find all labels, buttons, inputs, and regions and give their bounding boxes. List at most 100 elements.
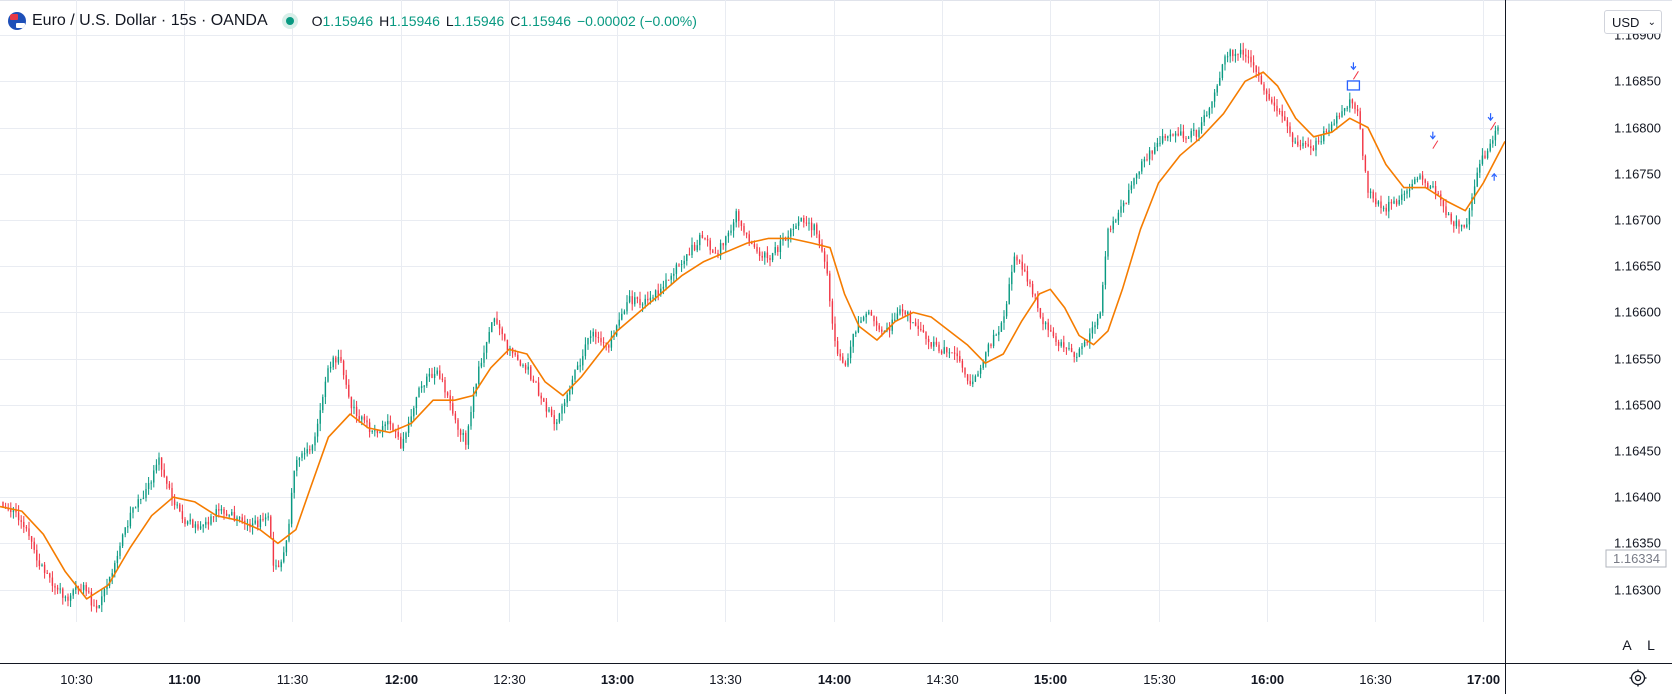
candle-body bbox=[738, 211, 740, 221]
candle-body bbox=[262, 518, 264, 520]
candle-body bbox=[953, 352, 956, 354]
candle-body bbox=[597, 337, 600, 339]
candle bbox=[186, 520, 189, 526]
time-tick-label: 12:00 bbox=[385, 672, 418, 687]
candle bbox=[389, 415, 392, 431]
candle-body bbox=[935, 341, 938, 345]
candle bbox=[1102, 281, 1104, 316]
price-tick-label: 1.16450 bbox=[1614, 444, 1661, 459]
candle bbox=[405, 431, 407, 443]
candle-body bbox=[1284, 116, 1286, 121]
candle bbox=[1141, 158, 1143, 175]
candle bbox=[264, 513, 267, 527]
candle-body bbox=[290, 492, 293, 524]
candle-body bbox=[1325, 131, 1328, 133]
candle-body bbox=[1297, 141, 1299, 146]
candle-body bbox=[1224, 56, 1226, 65]
candle bbox=[870, 309, 873, 316]
candle-body bbox=[288, 523, 290, 541]
candle-body bbox=[1026, 271, 1029, 282]
last-price-label-box bbox=[1605, 549, 1667, 568]
candle bbox=[491, 322, 493, 333]
candle bbox=[1148, 147, 1151, 166]
marker-connector bbox=[1352, 71, 1359, 80]
currency-selector[interactable]: USD ⌄ bbox=[1604, 10, 1662, 34]
sell-arrow-marker bbox=[1350, 62, 1359, 80]
candle bbox=[1450, 212, 1452, 225]
gear-icon[interactable] bbox=[1628, 668, 1648, 688]
market-open-status-icon[interactable] bbox=[281, 13, 298, 29]
candle-body bbox=[1486, 150, 1489, 158]
high-value: 1.15946 bbox=[389, 13, 440, 29]
candle bbox=[1229, 48, 1231, 63]
time-tick-label: 10:30 bbox=[60, 672, 93, 687]
candle bbox=[943, 340, 945, 355]
candle bbox=[600, 331, 602, 346]
candle bbox=[717, 249, 719, 259]
candle-body bbox=[1068, 348, 1070, 350]
candle-body bbox=[1115, 220, 1117, 222]
candle bbox=[436, 367, 438, 376]
candle-body bbox=[376, 430, 379, 434]
candle-body bbox=[1255, 65, 1257, 73]
candle-body bbox=[106, 585, 108, 590]
symbol-title[interactable]: Euro / U.S. Dollar · 15s · OANDA bbox=[32, 12, 268, 29]
chevron-down-icon: ⌄ bbox=[1647, 17, 1656, 28]
candle-body bbox=[1268, 93, 1270, 100]
candle-body bbox=[626, 302, 628, 312]
candle-body bbox=[98, 605, 100, 609]
candle bbox=[761, 251, 763, 262]
candle-body bbox=[215, 509, 217, 517]
candle-body bbox=[124, 527, 126, 535]
candle-body bbox=[1442, 200, 1445, 207]
candle-body bbox=[979, 367, 982, 374]
candle-body bbox=[121, 534, 124, 546]
candle bbox=[17, 505, 20, 526]
candle bbox=[459, 428, 462, 442]
candle bbox=[940, 349, 943, 355]
candle-body bbox=[85, 584, 87, 592]
candle bbox=[62, 587, 64, 605]
candle bbox=[1330, 121, 1333, 133]
candle bbox=[1328, 123, 1330, 137]
candle bbox=[678, 263, 680, 267]
candle bbox=[56, 584, 59, 595]
candle-body bbox=[899, 309, 901, 314]
candle-body bbox=[1414, 179, 1416, 184]
candle-body bbox=[1273, 102, 1276, 106]
candle-body bbox=[1346, 107, 1348, 109]
candle-body bbox=[857, 322, 860, 333]
candle-body bbox=[904, 311, 906, 315]
candle-body bbox=[1320, 141, 1322, 143]
candle bbox=[184, 517, 186, 527]
candle bbox=[124, 527, 126, 538]
candle bbox=[1375, 192, 1377, 207]
candle bbox=[998, 326, 1000, 342]
candle bbox=[602, 337, 605, 349]
candle bbox=[1382, 205, 1385, 212]
candle-body bbox=[311, 445, 314, 451]
candle-body bbox=[186, 521, 189, 524]
log-scale-button[interactable]: L bbox=[1647, 637, 1655, 653]
candle bbox=[231, 509, 233, 516]
candle bbox=[1453, 220, 1455, 233]
candle bbox=[402, 432, 405, 452]
candle-body bbox=[1229, 49, 1231, 57]
candle-body bbox=[517, 354, 519, 361]
candle bbox=[576, 361, 579, 370]
candle-body bbox=[782, 238, 784, 241]
candle bbox=[1237, 53, 1239, 61]
candle-body bbox=[309, 449, 311, 451]
candle-body bbox=[691, 244, 693, 256]
candle bbox=[735, 208, 737, 228]
candle-body bbox=[660, 288, 662, 295]
candle bbox=[683, 255, 685, 269]
candle bbox=[324, 376, 327, 405]
candle bbox=[446, 391, 449, 399]
candle-body bbox=[501, 328, 503, 335]
auto-scale-button[interactable]: A bbox=[1622, 637, 1632, 653]
candle-body bbox=[134, 507, 137, 509]
candle-body bbox=[769, 258, 771, 261]
